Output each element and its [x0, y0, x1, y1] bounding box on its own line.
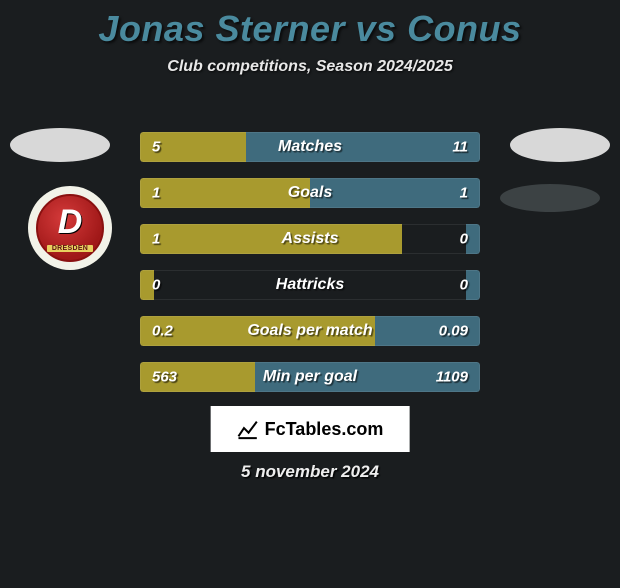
bar-row: 1 0 Assists	[140, 224, 480, 254]
bar-left-value: 5	[152, 139, 160, 156]
bar-right-value: 1109	[436, 369, 468, 386]
bar-right-value: 0	[460, 231, 468, 248]
bar-left-value: 563	[152, 369, 177, 386]
bar-row: 0.2 0.09 Goals per match	[140, 316, 480, 346]
bar-label: Assists	[282, 230, 339, 248]
badge-ellipse-right-bottom	[500, 184, 600, 212]
badge-ellipse-right-top	[510, 128, 610, 162]
footer-site-badge: FcTables.com	[211, 406, 410, 452]
page-title: Jonas Sterner vs Conus	[0, 8, 620, 50]
bar-right-value: 0	[460, 277, 468, 294]
bar-label: Matches	[278, 138, 342, 156]
bar-left-value: 0	[152, 277, 160, 294]
bar-row: 5 11 Matches	[140, 132, 480, 162]
bar-right-value: 1	[460, 185, 468, 202]
bar-left-value: 1	[152, 231, 160, 248]
bar-row: 0 0 Hattricks	[140, 270, 480, 300]
footer-site-label: FcTables.com	[265, 419, 384, 440]
bar-right-value: 0.09	[439, 323, 468, 340]
bar-right-value: 11	[452, 139, 468, 156]
bar-label: Hattricks	[276, 276, 344, 294]
bar-left-value: 0.2	[152, 323, 173, 340]
bar-row: 563 1109 Min per goal	[140, 362, 480, 392]
chart-icon	[237, 418, 259, 440]
bar-label: Min per goal	[263, 368, 357, 386]
bar-row: 1 1 Goals	[140, 178, 480, 208]
badge-ellipse-left-top	[10, 128, 110, 162]
team-badge-letter: D	[58, 203, 83, 242]
team-badge-banner: DRESDEN	[47, 245, 93, 252]
team-badge-left-inner: D DRESDEN	[36, 194, 104, 262]
bar-label: Goals per match	[247, 322, 372, 340]
team-badge-left: D DRESDEN	[28, 186, 112, 270]
bar-left-value: 1	[152, 185, 160, 202]
footer-date: 5 november 2024	[0, 462, 620, 482]
page-subtitle: Club competitions, Season 2024/2025	[0, 58, 620, 76]
bar-label: Goals	[288, 184, 332, 202]
comparison-bars: 511Matches11Goals10Assists00Hattricks0.2…	[140, 132, 480, 408]
